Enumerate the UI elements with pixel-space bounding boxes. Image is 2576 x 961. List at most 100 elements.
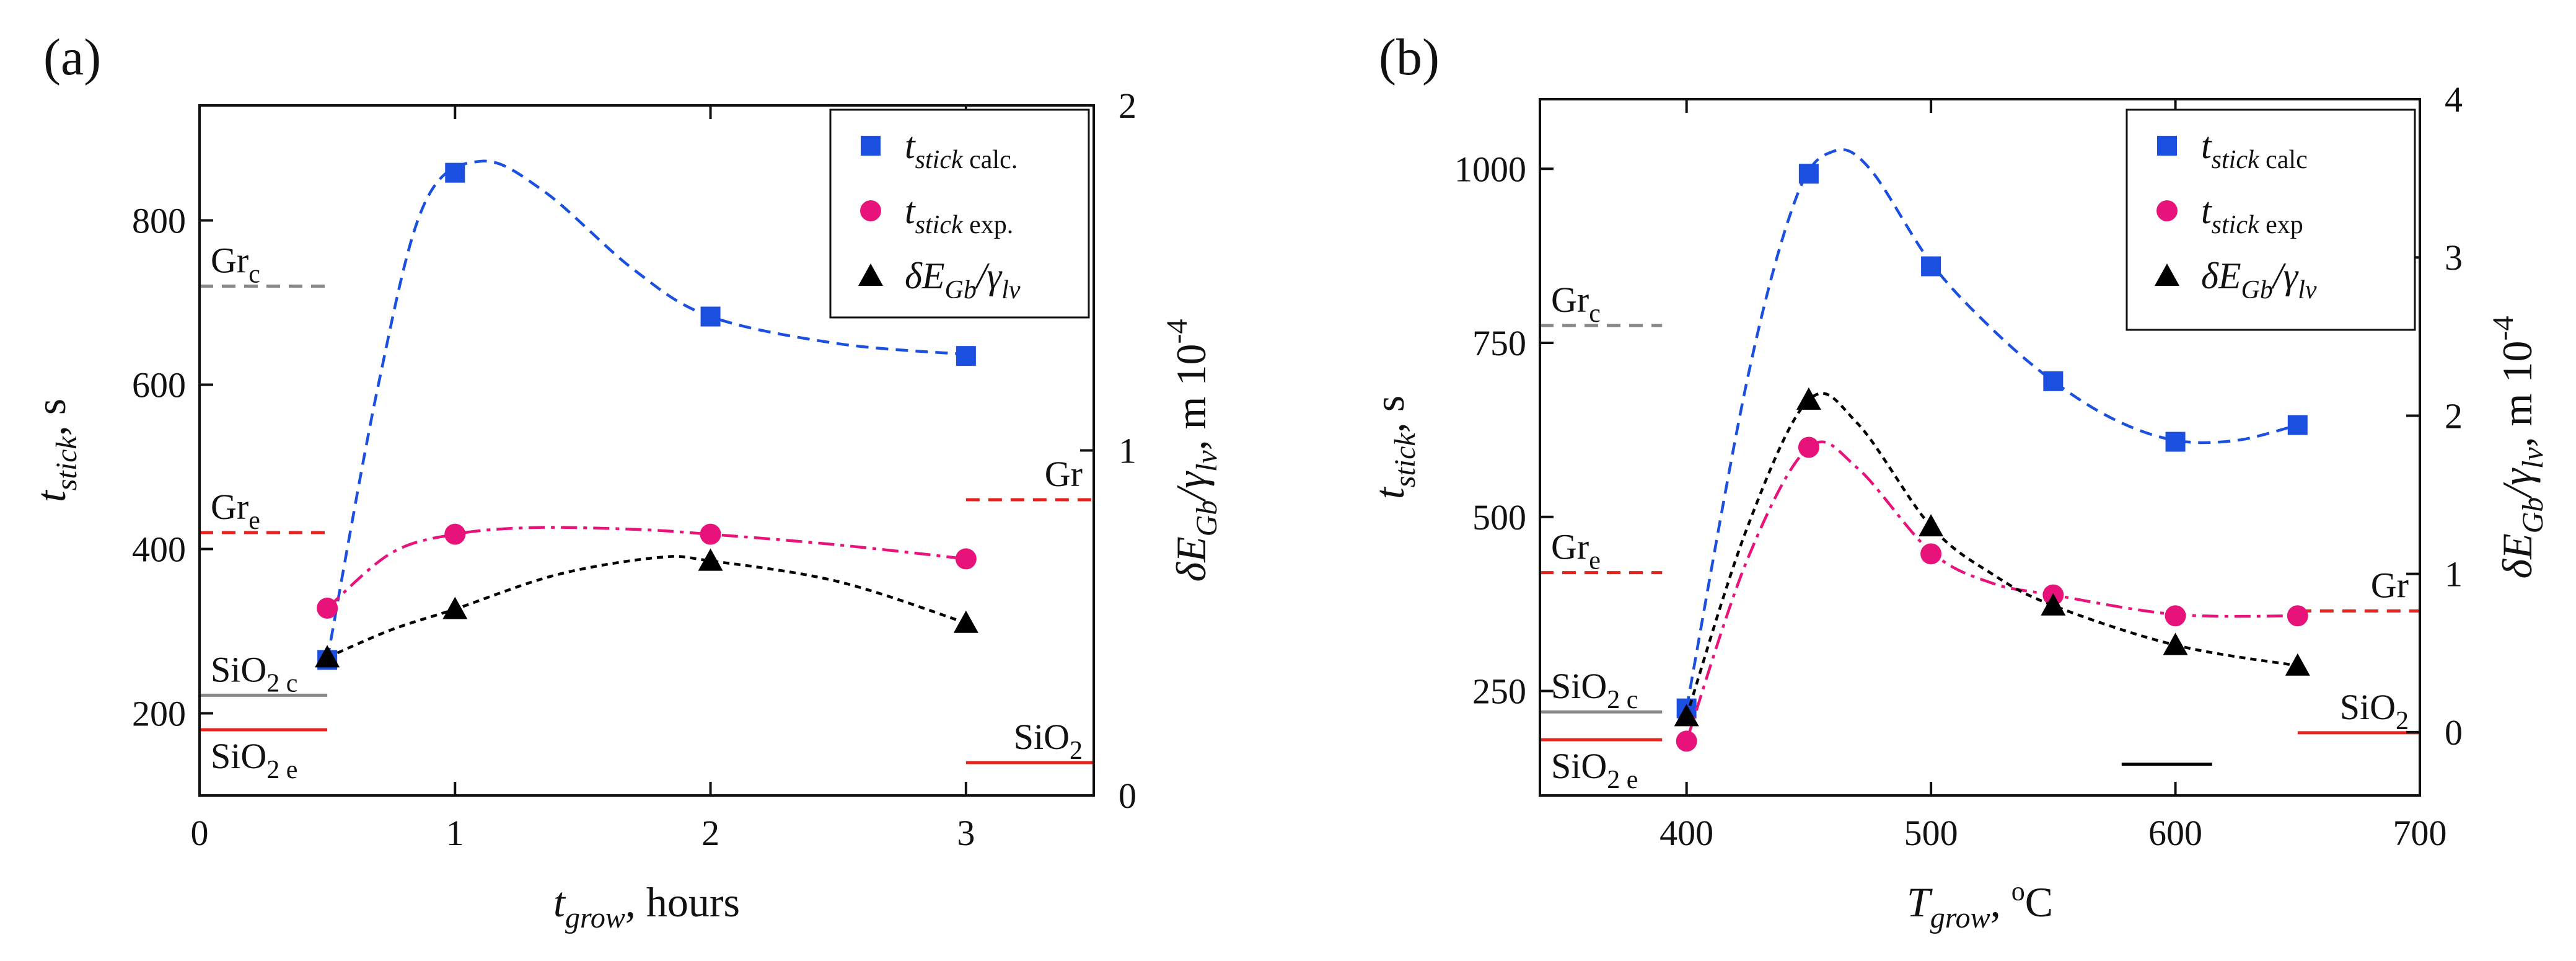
reference-label: Gr <box>1045 454 1083 494</box>
x-axis-label-sub: grow <box>565 901 625 934</box>
y-axis-label: tstick, s <box>1366 396 1422 499</box>
legend-label-sub: stick <box>915 211 964 239</box>
plot-frame <box>1539 98 2421 797</box>
legend-label: tstick calc <box>2201 125 2308 174</box>
data-point-triangle <box>1796 387 1821 410</box>
y2-axis-label-main: δE <box>1167 536 1215 582</box>
y2-axis-label-sup: -4 <box>1161 319 1193 343</box>
y-axis-label-rest: , s <box>27 399 74 436</box>
x-tick-label: 600 <box>2148 813 2202 853</box>
reference-label-main: Gr <box>2371 565 2409 605</box>
data-point-triangle <box>442 596 468 619</box>
reference-label-main: SiO <box>2340 687 2396 727</box>
legend-marker-circle <box>2156 200 2178 221</box>
legend-marker-triangle <box>2155 264 2179 286</box>
reference-label: SiO2 c <box>1551 666 1638 714</box>
reference-label-sub: 2 <box>2396 707 2409 735</box>
data-point-triangle <box>1919 514 1944 537</box>
reference-label-sub: c <box>1589 299 1601 328</box>
legend-label-main: δE <box>905 255 945 296</box>
legend-label-main: t <box>905 125 916 166</box>
data-point-triangle <box>2163 632 2188 655</box>
y2-axis-label-mid: /γ <box>2494 467 2541 500</box>
y2-tick-label: 1 <box>1119 431 1136 471</box>
y2-axis-label-sub: Gb <box>2517 497 2549 534</box>
reference-label-sub: 2 e <box>266 756 297 784</box>
y-tick-label: 200 <box>132 694 186 734</box>
y2-axis-label: δEGb/γlv, m 10-4 <box>1161 319 1223 582</box>
y-tick-label: 500 <box>1472 497 1526 538</box>
legend-marker-square <box>861 136 881 156</box>
legend-label-main: t <box>2201 125 2212 166</box>
data-point-triangle <box>953 610 978 633</box>
data-point-triangle <box>698 548 723 571</box>
reference-label-main: Gr <box>1551 527 1589 567</box>
reference-label: SiO2 e <box>211 736 297 784</box>
y-axis-label-sub: stick <box>50 435 83 491</box>
x-axis-label-sup: o <box>2011 876 2025 906</box>
reference-label: Grc <box>1551 280 1601 328</box>
y-tick-label: 250 <box>1472 671 1526 712</box>
reference-label-main: SiO <box>1551 746 1607 786</box>
x-axis-label: tgrow, hours <box>553 879 740 934</box>
reference-label-sub: 2 c <box>266 669 297 698</box>
y2-tick-label: 1 <box>2445 554 2463 595</box>
legend-label-rest: calc <box>2259 146 2308 174</box>
legend-label-main: t <box>905 190 916 231</box>
panel-label: (b) <box>1379 29 1440 86</box>
reference-label: SiO2 <box>2340 687 2409 735</box>
reference-label-sub: e <box>248 507 260 535</box>
y-tick-label: 800 <box>132 201 186 241</box>
legend-label: tstick exp. <box>905 190 1013 239</box>
data-point-circle <box>1920 543 1942 565</box>
data-point-circle <box>1798 436 1819 458</box>
y2-axis-label-mid: /γ <box>1167 471 1215 503</box>
x-tick-label: 400 <box>1659 813 1713 853</box>
legend-label-rest: exp <box>2259 211 2303 239</box>
legend-label-rest: exp. <box>963 211 1014 239</box>
reference-label-sub: 2 e <box>1607 766 1638 794</box>
reference-label: Gre <box>1551 527 1601 575</box>
legend-label-rest: /γ <box>975 255 1003 296</box>
legend-label: tstick calc. <box>905 125 1018 174</box>
reference-label-main: SiO <box>1014 717 1070 757</box>
reference-label-sub: 2 <box>1070 737 1083 765</box>
legend-label-sub: stick <box>915 146 964 174</box>
x-axis-label-sub: grow <box>1930 901 1990 934</box>
legend-marker-triangle <box>858 264 883 286</box>
y-tick-label: 400 <box>132 529 186 570</box>
reference-label-sub: 2 c <box>1607 686 1638 714</box>
legend-label-sub: stick <box>2212 211 2260 239</box>
series-curve <box>326 526 967 609</box>
y2-axis-label-sub2: lv <box>2517 447 2549 469</box>
y2-axis-label-sup: -4 <box>2487 316 2520 340</box>
data-point-circle <box>2287 605 2308 627</box>
legend-label-main: δE <box>2201 255 2241 296</box>
x-axis-label-main: t <box>553 879 566 926</box>
data-point-square <box>2043 371 2064 391</box>
x-axis-label-main: T <box>1907 879 1933 926</box>
reference-label: SiO2 c <box>211 649 297 698</box>
y-axis-label-main: t <box>1366 486 1413 499</box>
legend-label-sub: Gb <box>2241 276 2273 304</box>
reference-label: Grc <box>211 241 260 289</box>
x-tick-label: 0 <box>191 813 209 853</box>
series-curve <box>1685 392 2298 717</box>
data-point-triangle <box>2285 653 2310 676</box>
x-tick-label: 500 <box>1904 813 1958 853</box>
data-point-square <box>700 306 721 327</box>
data-point-square <box>2165 432 2186 452</box>
panel-label: (a) <box>43 29 101 86</box>
reference-label-main: SiO <box>211 649 266 689</box>
data-point-square <box>1921 256 1941 277</box>
legend-label: tstick exp <box>2201 190 2303 239</box>
y2-axis-label-sub2: lv <box>1190 450 1223 472</box>
y2-tick-label: 0 <box>1119 776 1136 816</box>
x-axis-label-unit: C <box>2025 879 2053 926</box>
legend-label-sub: Gb <box>945 276 977 304</box>
reference-label-main: Gr <box>1045 454 1083 494</box>
x-tick-label: 1 <box>446 813 464 853</box>
legend-marker-square <box>2157 136 2177 156</box>
reference-label-sub: e <box>1589 547 1601 575</box>
data-point-circle <box>1676 730 1697 752</box>
